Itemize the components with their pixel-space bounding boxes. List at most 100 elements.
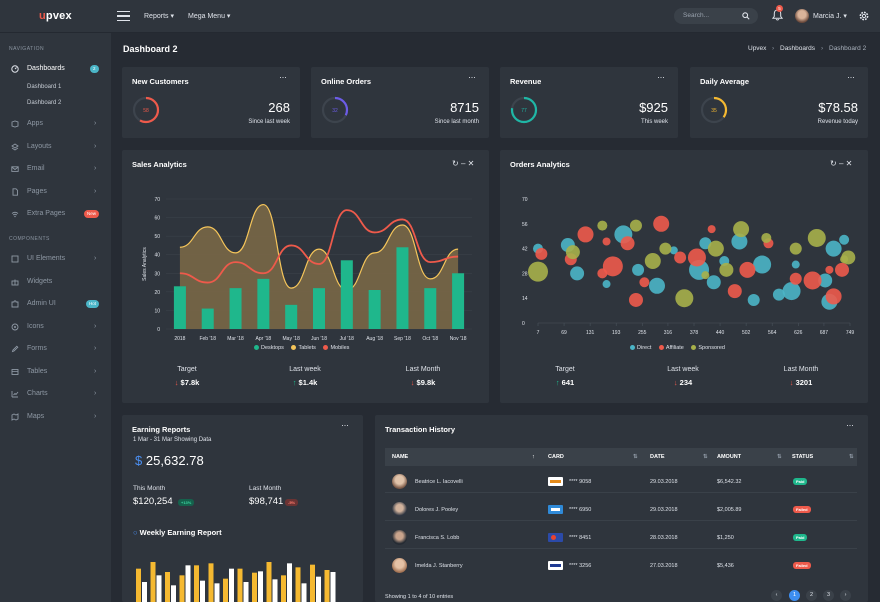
x-tick-label: Jun '18 [311, 336, 327, 342]
close-icon[interactable]: ✕ [845, 159, 853, 168]
sponsored-point [528, 261, 548, 282]
weekly-bar [310, 564, 315, 602]
y-tick-label: 42 [522, 247, 528, 253]
pagination-page-1[interactable]: 1 [789, 590, 800, 601]
col-name[interactable]: NAME [392, 454, 409, 460]
refresh-icon[interactable]: ↻ [830, 159, 837, 168]
sidebar-item-extra-pages[interactable]: Extra Pages New [0, 207, 111, 221]
kpi-subtitle: Since last week [248, 119, 290, 125]
refresh-icon[interactable]: ↻ [452, 159, 459, 168]
more-icon[interactable]: ··· [846, 420, 854, 430]
sponsored-point [707, 240, 724, 257]
breadcrumb-upvex[interactable]: Upvex [748, 45, 767, 52]
sort-icon[interactable]: ↑ [532, 454, 535, 460]
sidebar-item-pages[interactable]: Pages › [0, 185, 111, 199]
brand-logo[interactable]: upvex [39, 10, 72, 22]
pagination-next[interactable]: › [840, 590, 851, 601]
card-title: Sales Analytics [132, 160, 187, 169]
sidebar-item-maps[interactable]: Maps › [0, 410, 111, 424]
y-tick-label: 10 [154, 308, 160, 314]
sidebar-item-layouts[interactable]: Layouts › [0, 140, 111, 154]
chevron-down-icon: ▾ [170, 13, 174, 20]
more-icon[interactable]: ··· [847, 72, 855, 82]
col-status[interactable]: STATUS [792, 454, 814, 460]
hot-badge: Hot [86, 300, 100, 308]
breadcrumb-dashboards[interactable]: Dashboards [780, 45, 816, 52]
kpi-subtitle: Since last month [434, 119, 479, 125]
user-menu[interactable]: Marcia J. ▾ [813, 13, 847, 20]
sponsored-point [629, 219, 642, 232]
sidebar-item-charts[interactable]: Charts › [0, 387, 111, 401]
sidebar-item-tables[interactable]: Tables › [0, 365, 111, 379]
reports-menu[interactable]: Reports ▾ [144, 13, 174, 20]
table-header [385, 448, 857, 466]
arrow-down-icon: ↓ [174, 378, 179, 387]
y-tick-label: 60 [154, 216, 160, 222]
table-row[interactable]: Francisca S. Lobb **** 8451 28.03.2018 $… [385, 527, 857, 549]
gear-icon[interactable] [858, 10, 870, 22]
weekly-bar [142, 582, 147, 602]
search-input[interactable]: Search... [674, 8, 758, 24]
col-amount[interactable]: AMOUNT [717, 454, 742, 460]
desktops-bar [424, 288, 437, 329]
weekly-bar [136, 568, 141, 602]
desktops-bar [257, 278, 270, 329]
avatar [392, 474, 407, 489]
notifications-button[interactable]: 5 [772, 5, 783, 21]
x-tick-label: Oct '18 [422, 336, 438, 342]
sort-icon[interactable]: ⇅ [633, 454, 638, 460]
x-tick-label: 2018 [174, 336, 185, 342]
kpi-card: Daily Average ··· 35 $78.58 Revenue toda… [690, 67, 868, 138]
mega-menu[interactable]: Mega Menu ▾ [188, 13, 231, 20]
sort-icon[interactable]: ⇅ [703, 454, 708, 460]
table-row[interactable]: Dolores J. Pooley **** 6950 29.03.2018 $… [385, 499, 857, 521]
sidebar-item-icons[interactable]: Icons › [0, 320, 111, 334]
desktops-bar [173, 286, 186, 329]
col-date[interactable]: DATE [650, 454, 665, 460]
card-title: Transaction History [385, 425, 456, 434]
page-title: Dashboard 2 [123, 44, 178, 54]
sidebar-item-widgets[interactable]: Widgets [0, 275, 111, 289]
weekly-bar [281, 575, 286, 602]
file-icon [12, 188, 18, 196]
kpi-title: Daily Average [700, 77, 750, 86]
more-icon[interactable]: ··· [279, 72, 287, 82]
sidebar-subitem-dashboard-1[interactable]: Dashboard 1 [27, 84, 62, 90]
pagination-page-3[interactable]: 3 [823, 590, 834, 601]
more-icon[interactable]: ··· [657, 72, 665, 82]
search-icon[interactable] [742, 12, 750, 20]
minimize-icon[interactable]: – [838, 159, 844, 168]
minimize-icon[interactable]: – [460, 159, 466, 168]
kpi-ring: 77 [510, 96, 538, 124]
chevron-right-icon: › [94, 165, 97, 172]
sidebar-item-admin-ui[interactable]: Admin UI Hot [0, 297, 111, 311]
sidebar-item-email[interactable]: Email › [0, 162, 111, 176]
sort-icon[interactable]: ⇅ [777, 454, 782, 460]
pencil-icon [11, 345, 19, 353]
avatar[interactable] [795, 9, 809, 23]
table-row[interactable]: Beatrice L. Iacovelli **** 9058 29.03.20… [385, 471, 857, 493]
sidebar-item-forms[interactable]: Forms › [0, 342, 111, 356]
y-tick-label: 70 [154, 197, 160, 203]
sidebar-item-apps[interactable]: Apps › [0, 117, 111, 131]
y-tick-label: 14 [522, 296, 528, 302]
x-tick-label: 440 [716, 330, 725, 336]
pagination-prev[interactable]: ‹ [771, 590, 782, 601]
weekly-bar [252, 572, 257, 602]
sidebar-item-ui-elements[interactable]: UI Elements › [0, 252, 111, 266]
table-row[interactable]: Imelda J. Stanberry **** 3256 27.03.2018… [385, 555, 857, 577]
direct-point [818, 273, 833, 288]
pagination-page-2[interactable]: 2 [806, 590, 817, 601]
col-card[interactable]: CARD [548, 454, 564, 460]
close-icon[interactable]: ✕ [467, 159, 475, 168]
weekly-bar [324, 570, 330, 602]
more-icon[interactable]: ··· [341, 420, 349, 430]
sidebar-item-dashboards[interactable]: Dashboards 2 [0, 62, 111, 76]
chevron-right-icon: › [94, 143, 97, 150]
menu-toggle-icon[interactable] [117, 11, 130, 22]
sort-icon[interactable]: ⇅ [849, 454, 854, 460]
card-brand-icon [548, 477, 563, 486]
more-icon[interactable]: ··· [468, 72, 476, 82]
ring-label: 35 [711, 108, 717, 114]
sidebar-subitem-dashboard-2[interactable]: Dashboard 2 [27, 100, 62, 106]
